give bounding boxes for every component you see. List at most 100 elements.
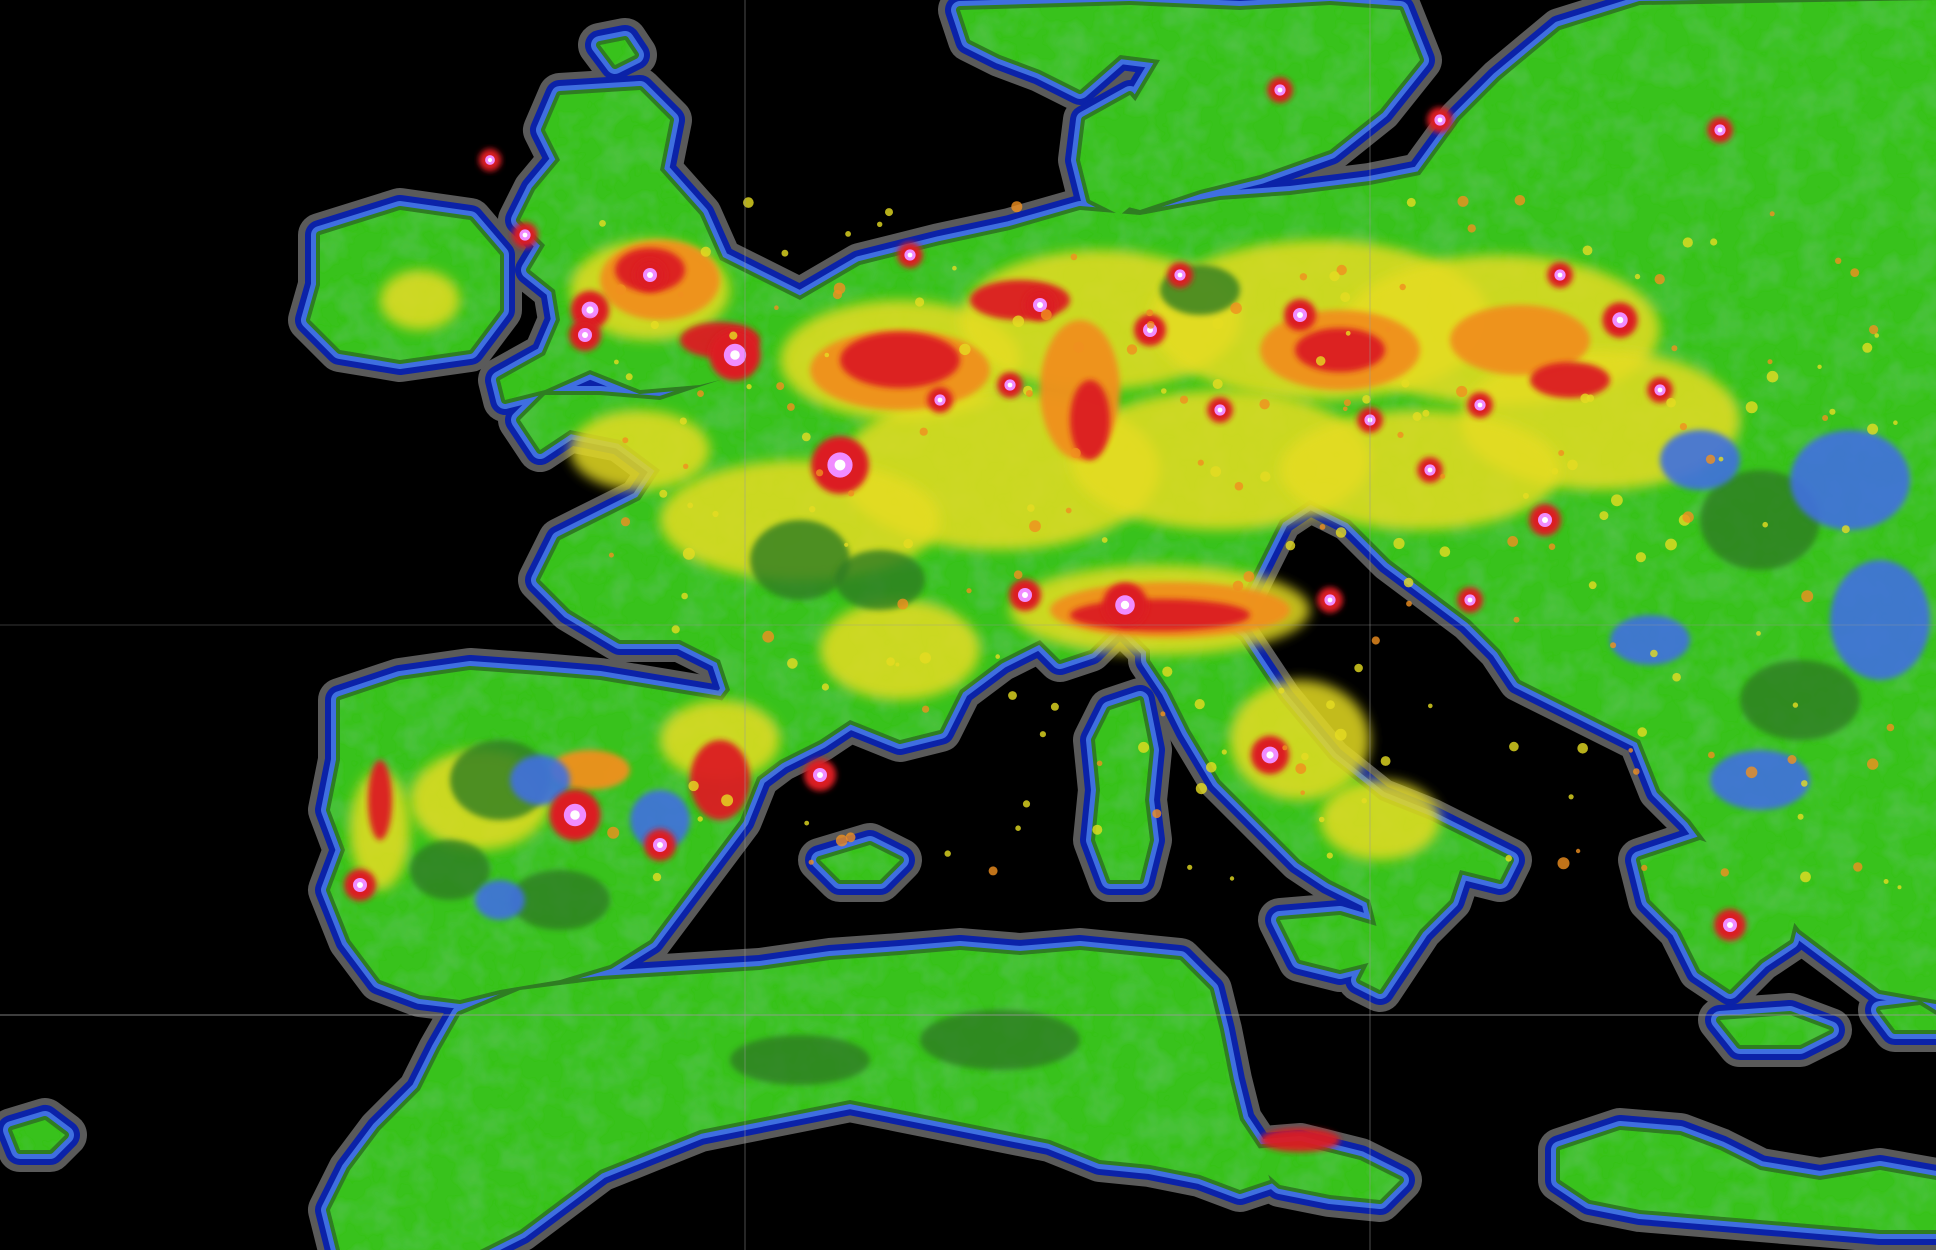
town-light — [679, 417, 687, 425]
town-light — [1070, 447, 1081, 459]
town-light — [1767, 359, 1773, 365]
dark-patch — [750, 520, 850, 600]
brightness-zone-intense — [840, 332, 960, 388]
crete-land — [1720, 1015, 1830, 1045]
town-light — [1841, 525, 1850, 534]
town-light — [1212, 379, 1223, 389]
town-light — [1335, 527, 1347, 538]
town-light — [1666, 397, 1676, 408]
town-light — [683, 463, 689, 469]
town-light — [1513, 616, 1520, 623]
town-light — [1179, 395, 1189, 404]
town-light — [877, 221, 883, 227]
town-light — [1867, 758, 1879, 770]
low-light-patch — [1710, 750, 1810, 810]
town-light — [1326, 700, 1335, 710]
town-light — [1628, 748, 1633, 753]
town-light — [1230, 302, 1242, 315]
town-light — [671, 625, 680, 634]
low-light-patch — [510, 755, 570, 805]
town-light — [1025, 390, 1033, 397]
city-hotspots — [344, 77, 1902, 941]
town-light — [1672, 672, 1681, 682]
town-light — [1787, 755, 1797, 764]
dark-patch — [920, 1010, 1080, 1070]
town-light — [1385, 326, 1391, 333]
town-light — [615, 284, 627, 295]
city-light — [1284, 299, 1316, 331]
town-light — [1040, 309, 1052, 321]
town-light — [1679, 423, 1687, 431]
town-light — [1769, 211, 1775, 217]
town-light — [1671, 345, 1678, 352]
town-light — [1718, 456, 1724, 462]
town-light — [1641, 864, 1648, 872]
town-light — [1551, 467, 1559, 475]
town-light — [697, 390, 704, 397]
town-light — [1027, 504, 1035, 512]
city-light — [1427, 107, 1453, 133]
town-light — [700, 246, 711, 257]
town-light — [1428, 703, 1433, 709]
dark-patch — [835, 550, 925, 610]
town-light — [1326, 852, 1333, 859]
town-light — [1403, 577, 1414, 588]
town-light — [1817, 364, 1822, 369]
balearics-land — [820, 845, 900, 880]
town-light — [1194, 699, 1205, 710]
town-light — [1029, 520, 1041, 533]
town-light — [833, 282, 846, 295]
town-light — [1152, 809, 1162, 819]
town-light — [1318, 816, 1325, 823]
town-light — [1862, 342, 1873, 353]
brightness-zone-high — [1230, 680, 1370, 800]
town-light — [919, 427, 928, 436]
town-light — [922, 705, 930, 713]
town-light — [1874, 333, 1879, 338]
town-light — [688, 780, 699, 792]
town-light — [845, 231, 851, 237]
town-light — [622, 437, 629, 444]
town-light — [1705, 454, 1716, 464]
city-light — [927, 387, 953, 413]
city-light — [1102, 582, 1148, 628]
city-light — [1602, 302, 1638, 338]
town-light — [959, 343, 971, 356]
brightness-zone-intense — [1530, 362, 1610, 398]
city-light — [1207, 397, 1233, 423]
town-light — [1354, 663, 1363, 673]
city-light — [478, 148, 502, 172]
town-light — [1343, 406, 1348, 412]
brightness-zone-intense — [690, 740, 750, 820]
town-light — [1401, 379, 1410, 388]
city-light — [1529, 504, 1561, 536]
town-light — [821, 683, 830, 691]
city-light — [549, 789, 601, 841]
town-light — [1611, 494, 1623, 507]
town-light — [1800, 871, 1811, 883]
town-light — [1343, 399, 1351, 407]
town-light — [1146, 309, 1154, 317]
city-light — [1707, 117, 1733, 143]
town-light — [1509, 741, 1519, 752]
town-light — [1575, 848, 1581, 854]
town-light — [1522, 492, 1529, 499]
town-light — [1792, 702, 1799, 708]
town-light — [1197, 459, 1204, 466]
city-light — [897, 242, 923, 268]
sicily-land — [1280, 915, 1390, 970]
brightness-zone-intense — [1260, 1128, 1340, 1152]
dark-patch — [1700, 470, 1820, 570]
town-light — [1285, 540, 1296, 551]
town-light — [1897, 885, 1902, 890]
town-light — [1073, 341, 1085, 353]
city-light — [1317, 587, 1343, 613]
town-light — [721, 794, 734, 807]
town-light — [1514, 195, 1526, 206]
town-light — [1633, 768, 1640, 775]
town-light — [1577, 743, 1588, 754]
city-light — [570, 290, 610, 330]
town-light — [1835, 257, 1842, 264]
town-light — [697, 816, 703, 822]
